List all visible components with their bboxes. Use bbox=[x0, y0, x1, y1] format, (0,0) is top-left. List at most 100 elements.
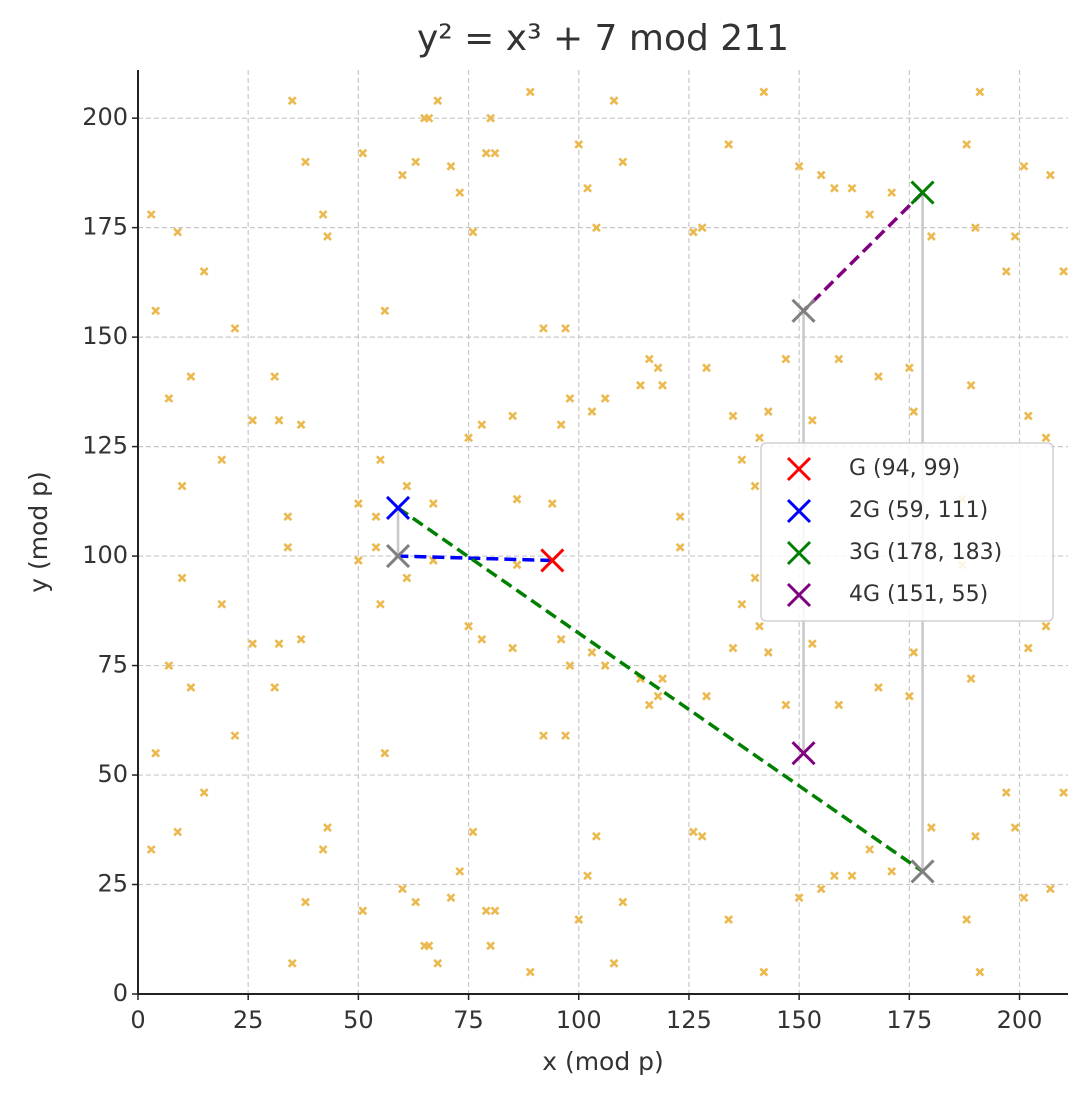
x-axis-label: x (mod p) bbox=[542, 1047, 664, 1076]
curve-point bbox=[199, 788, 209, 797]
curve-point bbox=[565, 394, 575, 403]
x-tick-label: 100 bbox=[556, 1006, 602, 1034]
curve-point bbox=[1019, 161, 1029, 171]
curve-point bbox=[847, 871, 857, 881]
curve-point bbox=[274, 415, 284, 425]
curve-point bbox=[556, 634, 566, 644]
curve-point bbox=[433, 958, 443, 968]
curve-point bbox=[966, 380, 976, 390]
curve-point bbox=[653, 363, 663, 373]
curve-point bbox=[561, 323, 570, 333]
curve-point bbox=[1023, 643, 1033, 653]
curve-point bbox=[702, 691, 711, 701]
curve-point bbox=[539, 731, 548, 741]
curve-point bbox=[508, 643, 518, 653]
curve-point bbox=[653, 691, 663, 701]
curve-point bbox=[591, 223, 601, 233]
curve-point bbox=[728, 411, 738, 421]
curve-point bbox=[609, 96, 619, 106]
curve-point bbox=[600, 661, 610, 670]
curve-point bbox=[688, 227, 698, 237]
y-tick-label: 100 bbox=[82, 541, 128, 569]
curve-point bbox=[759, 87, 769, 97]
curve-point bbox=[318, 210, 328, 219]
curve-point bbox=[834, 354, 844, 364]
curve-point bbox=[151, 748, 161, 758]
curve-point bbox=[270, 372, 280, 381]
curve-point bbox=[146, 845, 156, 854]
curve-point bbox=[283, 512, 293, 522]
curve-point bbox=[433, 96, 443, 106]
curve-point bbox=[164, 661, 174, 670]
curve-point bbox=[296, 634, 306, 644]
curve-point bbox=[283, 542, 293, 552]
legend: G (94, 99) 2G (59, 111) 3G (178, 183) 4G (1… bbox=[760, 442, 1054, 622]
curve-point bbox=[1059, 788, 1069, 797]
y-axis-label: y (mod p) bbox=[24, 471, 53, 593]
curve-point bbox=[353, 556, 363, 565]
curve-point bbox=[587, 407, 597, 416]
curve-point bbox=[697, 831, 707, 841]
curve-point bbox=[486, 113, 496, 123]
curve-point bbox=[865, 845, 875, 854]
curve-point bbox=[565, 661, 575, 670]
curve-point bbox=[556, 420, 566, 430]
curve-point bbox=[177, 573, 187, 583]
curve-point bbox=[816, 170, 826, 180]
curve-point bbox=[807, 639, 817, 649]
curve-point bbox=[547, 499, 557, 508]
curve-point bbox=[173, 827, 183, 837]
curve-point bbox=[697, 223, 707, 233]
curve-point bbox=[904, 363, 914, 373]
curve-point bbox=[1001, 788, 1011, 797]
curve-point bbox=[525, 967, 535, 977]
curve-point bbox=[763, 648, 773, 657]
curve-point bbox=[781, 700, 791, 710]
x-tick-label: 200 bbox=[997, 1006, 1043, 1034]
curve-point bbox=[618, 897, 628, 907]
curve-point bbox=[428, 499, 438, 508]
curve-point bbox=[794, 893, 804, 903]
curve-point bbox=[512, 494, 522, 504]
curve-point bbox=[600, 394, 610, 403]
curve-point bbox=[301, 897, 310, 907]
curve-point bbox=[781, 354, 791, 364]
curve-point bbox=[904, 691, 914, 701]
curve-point bbox=[398, 884, 407, 894]
point-marker bbox=[910, 859, 935, 884]
curve-point bbox=[468, 227, 478, 237]
curve-point bbox=[962, 140, 972, 149]
curve-point bbox=[1059, 267, 1069, 276]
curve-point bbox=[847, 183, 857, 193]
curve-point bbox=[486, 941, 496, 951]
curve-point bbox=[975, 967, 985, 977]
curve-point bbox=[763, 407, 773, 416]
curve-point bbox=[737, 599, 747, 609]
curve-point bbox=[371, 542, 381, 552]
y-tick-label: 125 bbox=[82, 432, 128, 460]
x-tick-label: 75 bbox=[453, 1006, 484, 1034]
curve-point bbox=[455, 188, 465, 198]
curve-point bbox=[375, 599, 385, 609]
curve-point bbox=[424, 113, 434, 123]
curve-point bbox=[199, 267, 209, 276]
connector-line bbox=[802, 191, 924, 313]
curve-point bbox=[971, 223, 980, 233]
curve-point bbox=[301, 157, 310, 167]
y-tick-label: 175 bbox=[82, 213, 128, 241]
curve-point bbox=[688, 827, 698, 837]
curve-point bbox=[574, 915, 584, 924]
curve-point bbox=[702, 363, 711, 373]
curve-point bbox=[1045, 884, 1055, 894]
curve-point bbox=[909, 407, 919, 416]
curve-point bbox=[230, 323, 240, 333]
curve-point bbox=[411, 157, 421, 167]
curve-point bbox=[591, 831, 601, 841]
curve-point bbox=[834, 700, 844, 710]
curve-point bbox=[675, 512, 685, 522]
curve-point bbox=[750, 573, 760, 583]
curve-point bbox=[807, 415, 817, 425]
y-tick-label: 25 bbox=[97, 870, 128, 898]
legend-label: 2G (59, 111) bbox=[849, 498, 988, 523]
